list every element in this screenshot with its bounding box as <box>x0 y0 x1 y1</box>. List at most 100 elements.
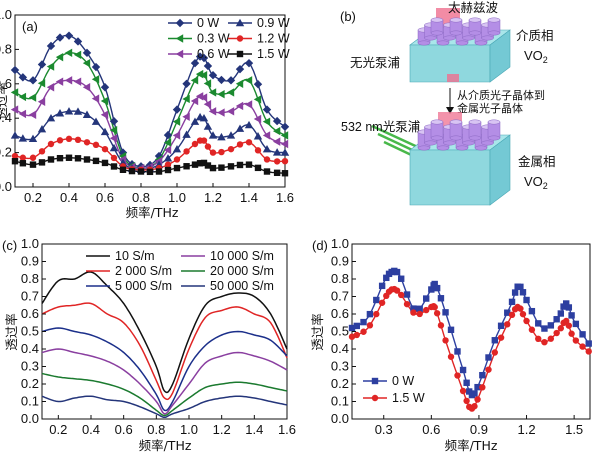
series-3-point <box>272 148 282 156</box>
y-tick-label: 1.0 <box>21 236 39 251</box>
x-tick-label: 1.6 <box>276 190 294 205</box>
y-tick-label: 0.3 <box>331 359 349 374</box>
series-0-point <box>91 62 101 72</box>
series-0-point <box>523 296 530 304</box>
panel-b-label: (b) <box>340 9 356 24</box>
panel-a-xlabel: 频率/THz <box>126 205 179 220</box>
transition-text-line1: 从介质光子晶体到 <box>457 88 545 102</box>
series-1-point <box>547 335 555 342</box>
y-tick-label: 0.8 <box>0 41 12 56</box>
series-line-1 <box>14 52 286 169</box>
x-tick-label: 0.6 <box>115 422 133 437</box>
x-tick-label: 0.4 <box>82 422 100 437</box>
series-3-point <box>226 131 236 139</box>
series-4-point <box>183 148 190 155</box>
x-tick-label: 1.4 <box>240 190 258 205</box>
series-4-point <box>110 154 118 162</box>
series-1-point <box>563 317 570 325</box>
series-2-point <box>28 110 37 119</box>
series-5-point <box>209 164 217 172</box>
series-0-point <box>73 37 83 46</box>
series-0-point <box>18 73 28 82</box>
series-1-point <box>353 331 360 339</box>
series-line-4 <box>41 372 288 417</box>
series-5-point <box>83 156 91 163</box>
series-1-point <box>523 317 530 325</box>
series-3-point <box>64 107 74 115</box>
series-0-point <box>568 312 575 319</box>
series-2-point <box>235 101 244 111</box>
bottom-pillar-array <box>417 119 501 151</box>
series-1-point <box>109 125 118 135</box>
series-1-point <box>519 310 527 318</box>
series-5-point <box>110 163 118 170</box>
vo2-bottom-label: VO2 <box>524 174 548 191</box>
series-4-point <box>254 147 262 154</box>
series-3-point <box>208 131 218 139</box>
series-1-point <box>479 384 486 391</box>
series-0-point <box>428 286 435 293</box>
legend-marker <box>175 49 184 59</box>
series-1-point <box>226 88 235 97</box>
series-2-point <box>262 131 271 140</box>
vo2-top-label: VO2 <box>524 48 548 65</box>
x-tick-label: 1.4 <box>245 422 263 437</box>
series-3-point <box>163 154 173 162</box>
y-tick-label: 1.0 <box>0 7 12 22</box>
legend-marker <box>236 50 244 58</box>
legend-marker <box>175 18 185 28</box>
series-0-point <box>378 282 386 290</box>
thz-wave-label: 太赫兹波 <box>448 0 499 15</box>
legend-entry-label: 5 000 S/m <box>115 279 172 293</box>
series-0-point <box>100 83 110 92</box>
y-tick-label: 0.9 <box>21 254 39 269</box>
series-5-point <box>56 154 64 162</box>
series-0-point <box>272 116 282 126</box>
series-2-point <box>100 110 109 119</box>
series-3-point <box>262 144 272 153</box>
y-tick-label: 0.0 <box>21 411 39 426</box>
series-5-point <box>29 161 37 168</box>
series-3-point <box>10 131 20 139</box>
series-1-point <box>64 48 73 58</box>
series-0-point <box>226 76 236 85</box>
series-1-point <box>37 79 46 88</box>
x-tick-label: 1.0 <box>180 422 198 437</box>
y-tick-label: 0.2 <box>331 376 349 391</box>
series-line-0 <box>14 34 286 168</box>
series-4-point <box>74 136 82 144</box>
series-0-point <box>463 379 470 386</box>
series-1-point <box>437 322 445 329</box>
series-5-point <box>200 159 208 167</box>
series-0-point <box>410 305 417 312</box>
series-1-point <box>553 329 560 337</box>
y-tick-label: 0.4 <box>331 341 349 356</box>
top-pillar-array <box>417 17 501 46</box>
series-1-point <box>280 131 289 140</box>
y-tick-label: 0.6 <box>331 306 349 321</box>
series-2-point <box>190 96 199 106</box>
series-0-point <box>479 371 486 379</box>
series-5-point <box>263 168 271 175</box>
series-0-point <box>553 316 560 323</box>
series-1-point <box>378 299 386 306</box>
series-4-point <box>263 156 271 163</box>
dielectric-phase-label: 介质相 <box>516 28 554 43</box>
series-2-point <box>18 109 27 119</box>
series-1-point <box>497 334 505 341</box>
series-2-point <box>46 83 55 92</box>
series-5-point <box>11 158 19 165</box>
legend-entry-label: 0.3 W <box>197 32 230 46</box>
x-tick-label: 1.2 <box>213 422 231 437</box>
y-tick-label: 0.2 <box>0 145 12 160</box>
series-1-point <box>46 62 55 71</box>
y-tick-label: 0.1 <box>331 394 349 409</box>
legend-entry-label: 1.5 W <box>257 47 290 61</box>
series-0-point <box>37 60 47 69</box>
series-5-point <box>218 164 225 171</box>
y-tick-label: 0.0 <box>331 411 349 426</box>
series-0-point <box>398 275 405 282</box>
y-tick-label: 0.9 <box>331 254 349 269</box>
series-3-point <box>100 127 110 136</box>
